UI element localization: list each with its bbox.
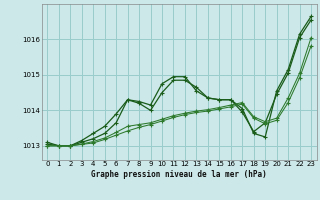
X-axis label: Graphe pression niveau de la mer (hPa): Graphe pression niveau de la mer (hPa) [91,170,267,179]
